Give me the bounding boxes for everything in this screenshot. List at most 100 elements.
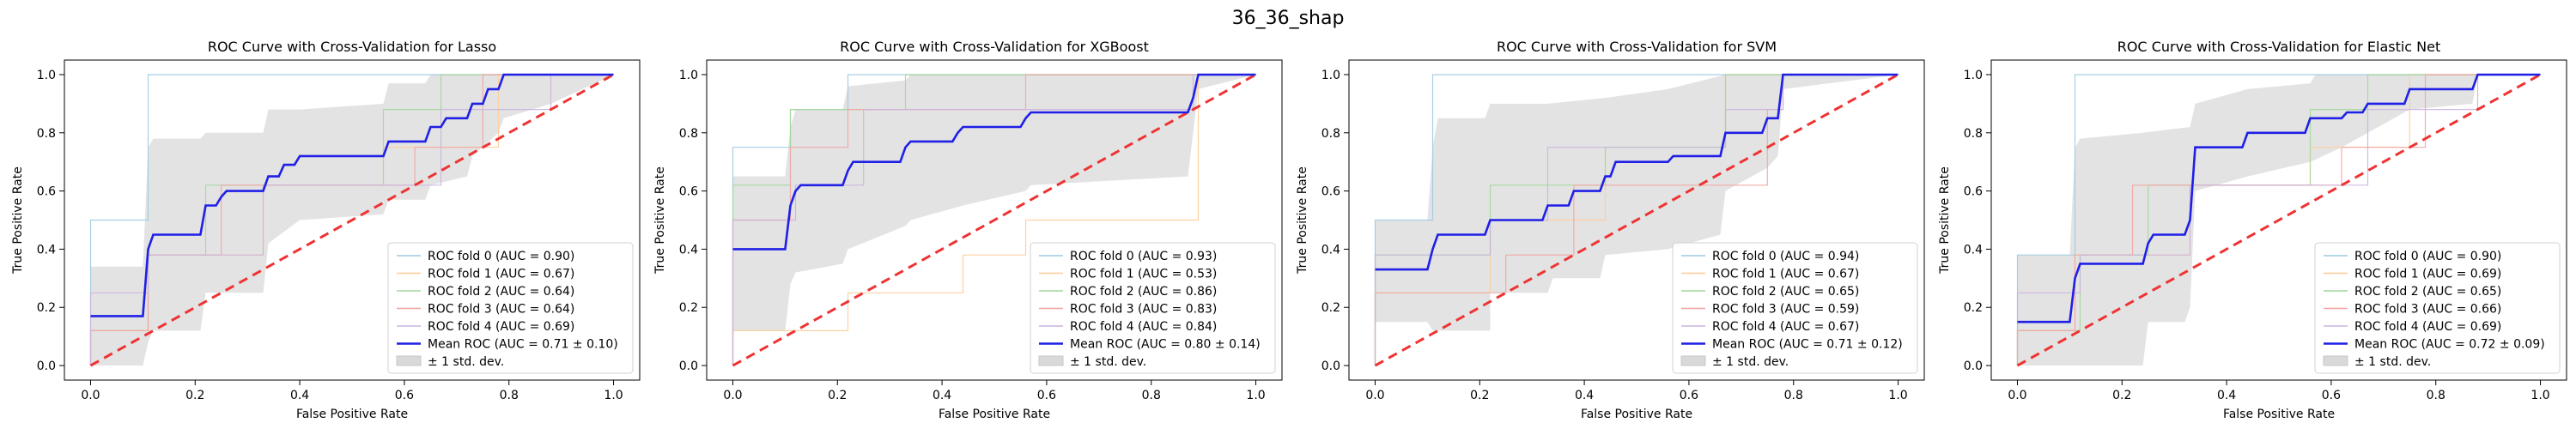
mean-roc-line	[732, 73, 1256, 251]
legend-entry: ROC fold 4 (AUC = 0.69)	[428, 320, 574, 334]
x-tick-label: 0.8	[1784, 389, 1803, 402]
legend-entry: ROC fold 4 (AUC = 0.69)	[2354, 320, 2501, 334]
legend-entry: ROC fold 2 (AUC = 0.64)	[428, 285, 574, 299]
legend-entry: ROC fold 3 (AUC = 0.83)	[1070, 303, 1217, 317]
chart-panel-3: 0.0 0.2 0.4 0.6 0.8 1.0 0.0 0.2 0.4 0.6 0.8 1.0 ROC …	[1938, 39, 2567, 421]
legend-entry: ROC fold 1 (AUC = 0.67)	[428, 268, 574, 281]
y-tick-label: 0.0	[679, 360, 698, 373]
chart-title: ROC Curve with Cross-Validation for XGBo…	[840, 39, 1149, 55]
x-tick-label: 0.6	[1680, 389, 1698, 402]
chart-title: ROC Curve with Cross-Validation for Elas…	[2117, 39, 2441, 55]
y-tick-label: 0.8	[1321, 127, 1340, 141]
y-tick-label: 0.8	[1964, 127, 1983, 141]
x-axis-label: False Positive Rate	[296, 408, 408, 421]
x-tick-label: 1.0	[604, 389, 623, 402]
x-tick-label: 0.4	[1575, 389, 1594, 402]
y-tick-label: 0.4	[1964, 243, 1983, 257]
legend-entry: ROC fold 1 (AUC = 0.67)	[1712, 268, 1859, 281]
y-tick-label: 0.6	[37, 185, 56, 199]
legend-box	[387, 242, 634, 374]
y-tick-label: 0.4	[1321, 243, 1340, 257]
legend-swatch-std	[1680, 355, 1706, 366]
y-tick-label: 0.8	[679, 127, 698, 141]
chart-panel-2: 0.0 0.2 0.4 0.6 0.8 1.0 0.0 0.2 0.4 0.6 0.8 1.0 ROC …	[1296, 39, 1925, 421]
chart-title: ROC Curve with Cross-Validation for Lass…	[208, 39, 496, 55]
x-tick-label: 0.0	[1365, 389, 1384, 402]
chart-panel-0: 0.0 0.2 0.4 0.6 0.8 1.0 0.0 0.2 0.4 0.6 0.8 1.0 ROC …	[11, 39, 641, 421]
legend-entry: ROC fold 2 (AUC = 0.65)	[2354, 285, 2501, 299]
mean-roc-line	[1375, 73, 1899, 271]
x-tick-label: 0.0	[81, 389, 100, 402]
x-tick-label: 0.8	[1142, 389, 1161, 402]
legend-box	[1030, 242, 1276, 374]
axes-frame	[1990, 59, 2567, 381]
x-tick-label: 1.0	[1888, 389, 1907, 402]
roc-fold-1-line	[732, 74, 1256, 366]
y-tick-label: 1.0	[679, 69, 698, 82]
x-tick-label: 1.0	[1246, 389, 1265, 402]
axes-frame	[64, 59, 641, 381]
y-tick-label: 0.0	[1964, 360, 1983, 373]
x-tick-label: 0.8	[500, 389, 519, 402]
roc-fold-2-line	[732, 74, 1256, 366]
x-tick-label: 0.0	[723, 389, 742, 402]
roc-fold-3-line	[89, 74, 614, 366]
chance-line	[1374, 73, 1899, 367]
legend-entry: ROC fold 4 (AUC = 0.84)	[1070, 320, 1217, 334]
legend-entry: ± 1 std. dev.	[1070, 355, 1146, 369]
x-tick-label: 0.6	[1037, 389, 1056, 402]
y-tick-label: 0.6	[1964, 185, 1983, 199]
axes-frame	[706, 59, 1283, 381]
std-band	[90, 75, 614, 366]
chart-panel-1: 0.0 0.2 0.4 0.6 0.8 1.0 0.0 0.2 0.4 0.6 0.8 1.0 ROC …	[653, 39, 1283, 421]
x-tick-label: 0.6	[2322, 389, 2341, 402]
y-tick-label: 1.0	[1321, 69, 1340, 82]
y-tick-label: 0.6	[679, 185, 698, 199]
x-axis-label: False Positive Rate	[2223, 408, 2335, 421]
legend-entry: ROC fold 2 (AUC = 0.86)	[1070, 285, 1217, 299]
y-tick-label: 0.0	[37, 360, 56, 373]
y-tick-label: 0.6	[1321, 185, 1340, 199]
y-tick-label: 1.0	[37, 69, 56, 82]
y-tick-label: 0.4	[37, 243, 56, 257]
legend-entry: ROC fold 0 (AUC = 0.93)	[1070, 250, 1217, 263]
y-tick-label: 0.0	[1321, 360, 1340, 373]
legend: ROC fold 0 (AUC = 0.90) ROC fold 1 (AUC =…	[2314, 242, 2561, 374]
y-tick-label: 1.0	[1964, 69, 1983, 82]
figure-suptitle: 36_36_shap	[1232, 8, 1345, 29]
y-axis-label: True Positive Rate	[11, 166, 25, 275]
legend-entry: ROC fold 3 (AUC = 0.59)	[1712, 303, 1859, 317]
legend-entry: ± 1 std. dev.	[2354, 355, 2431, 369]
roc-fold-4-line	[89, 74, 614, 366]
legend-swatch-std	[396, 355, 422, 366]
y-axis-label: True Positive Rate	[1296, 166, 1309, 275]
x-tick-label: 0.2	[828, 389, 847, 402]
chart-panels: 0.0 0.2 0.4 0.6 0.8 1.0 0.0 0.2 0.4 0.6 0.8 1.0 ROC …	[11, 39, 2567, 421]
legend-box	[1672, 242, 1918, 374]
mean-roc-line	[90, 73, 614, 317]
y-tick-label: 0.2	[679, 301, 698, 315]
y-tick-label: 0.2	[37, 301, 56, 315]
x-tick-label: 0.4	[933, 389, 951, 402]
legend-swatch-std	[1038, 355, 1064, 366]
legend-entry: ROC fold 4 (AUC = 0.67)	[1712, 320, 1859, 334]
roc-fold-0-line	[89, 74, 614, 366]
std-band	[2017, 75, 2541, 366]
x-tick-label: 0.2	[185, 389, 204, 402]
chart-title: ROC Curve with Cross-Validation for SVM	[1497, 39, 1777, 55]
x-tick-label: 1.0	[2530, 389, 2549, 402]
y-axis-label: True Positive Rate	[1938, 166, 1952, 275]
legend-swatch-std	[2323, 355, 2348, 366]
x-tick-label: 0.2	[1470, 389, 1489, 402]
chance-line	[89, 73, 615, 367]
y-tick-label: 0.4	[679, 243, 698, 257]
legend-entry: Mean ROC (AUC = 0.71 ± 0.10)	[428, 338, 618, 352]
legend: ROC fold 0 (AUC = 0.93) ROC fold 1 (AUC =…	[1030, 242, 1276, 374]
y-tick-label: 0.2	[1321, 301, 1340, 315]
x-tick-label: 0.2	[2112, 389, 2131, 402]
legend-entry: ROC fold 1 (AUC = 0.69)	[2354, 268, 2501, 281]
x-tick-label: 0.8	[2427, 389, 2445, 402]
roc-fold-3-line	[2016, 74, 2541, 366]
axes-frame	[1348, 59, 1925, 381]
